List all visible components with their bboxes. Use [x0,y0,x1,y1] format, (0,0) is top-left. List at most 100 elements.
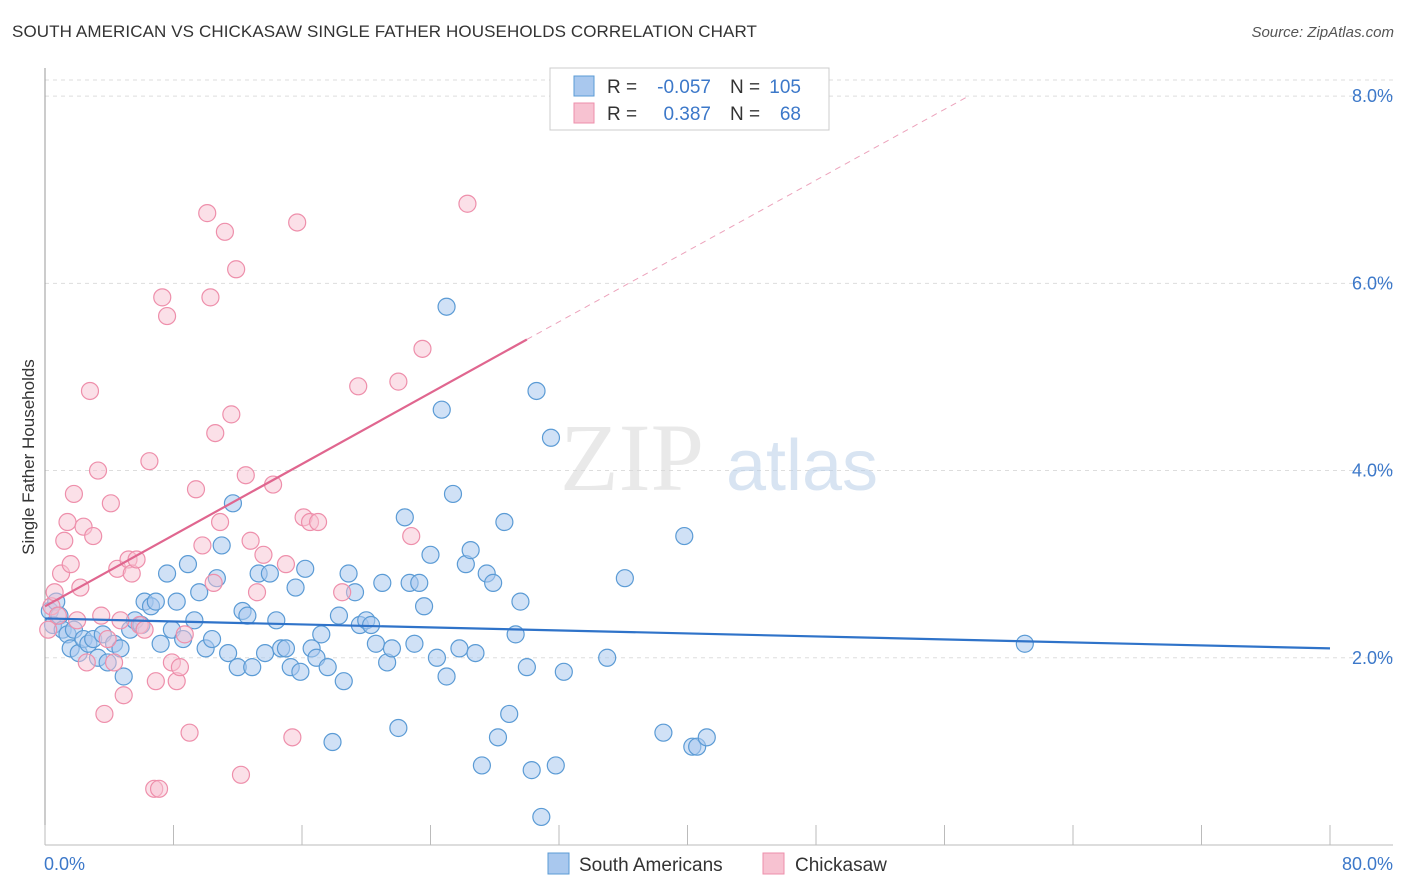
y-tick-labels: 2.0% 4.0% 6.0% 8.0% [1352,86,1393,668]
point-south-americans-90 [511,592,530,611]
point-south-americans-77 [437,667,456,686]
point-south-americans-106 [1015,634,1034,653]
gridlines [45,79,1393,659]
chart-title: SOUTH AMERICAN VS CHICKASAW SINGLE FATHE… [12,22,758,41]
point-chickasaw-46 [215,222,234,241]
point-chickasaw-40 [186,480,206,499]
point-south-americans-64 [366,634,385,653]
stats-n-value-blue: 105 [769,77,801,98]
point-south-americans-54 [312,625,331,644]
point-south-americans-93 [527,381,546,401]
trend-lines [44,95,1331,650]
point-south-americans-56 [323,732,342,752]
point-chickasaw-56 [283,728,302,747]
stats-r-label-pink: R = [607,104,637,125]
point-south-americans-27 [167,592,186,611]
point-south-americans-102 [675,526,694,546]
watermark-atlas: atlas [726,426,878,506]
point-chickasaw-34 [157,306,177,326]
y-tick-label-6: 6.0% [1352,273,1393,293]
point-south-americans-76 [432,400,451,419]
point-chickasaw-32 [149,779,169,798]
stats-swatch-pink [573,102,595,124]
point-chickasaw-48 [227,260,246,279]
stats-r-value-blue: -0.057 [657,77,711,98]
y-axis-label: Single Father Households [19,359,38,555]
point-chickasaw-15 [88,461,108,480]
point-south-americans-91 [517,658,536,677]
stats-n-label-blue: N = [730,77,760,98]
point-south-americans-55 [318,658,337,677]
legend-swatch-chickasaw [762,852,785,875]
point-south-americans-47 [276,639,296,658]
point-chickasaw-20 [104,653,124,672]
point-south-americans-79 [450,639,469,658]
point-south-americans-24 [151,634,170,653]
point-south-americans-73 [414,597,434,616]
point-south-americans-43 [255,643,275,663]
x-tick-label-max: 80.0% [1342,854,1393,874]
y-tick-label-8: 8.0% [1352,86,1393,106]
point-south-americans-71 [405,634,424,653]
legend-label-south-americans: South Americans [579,855,723,876]
point-chickasaw-13 [80,381,100,401]
point-chickasaw-41 [193,536,212,555]
point-south-americans-92 [522,761,541,780]
point-chickasaw-63 [389,372,408,391]
point-chickasaw-28 [135,620,154,639]
point-south-americans-95 [541,428,561,447]
point-south-americans-44 [260,564,279,583]
point-chickasaw-62 [349,377,368,396]
point-south-americans-75 [427,648,447,667]
point-south-americans-82 [466,643,485,663]
point-chickasaw-65 [413,339,432,358]
point-south-americans-17 [114,667,133,686]
point-south-americans-30 [185,611,204,630]
bottom-legend: South Americans Chickasaw [547,852,887,876]
point-chickasaw-64 [402,526,421,546]
point-chickasaw-42 [198,204,217,223]
point-chickasaw-12 [77,653,96,672]
point-chickasaw-16 [92,606,111,625]
point-south-americans-65 [373,573,392,592]
point-chickasaw-29 [140,452,159,471]
point-south-americans-94 [532,807,551,827]
point-south-americans-68 [389,718,408,738]
point-south-americans-41 [243,658,262,677]
stats-r-label-blue: R = [607,77,637,98]
point-chickasaw-53 [254,545,273,564]
legend-label-chickasaw: Chickasaw [795,855,887,876]
x-tick-marks [44,825,1331,845]
trend-line-chickasaw-extension [526,95,969,340]
point-south-americans-58 [334,672,353,691]
point-south-americans-88 [500,704,519,724]
point-chickasaw-8 [64,484,84,504]
point-chickasaw-55 [276,555,296,574]
point-south-americans-51 [296,559,315,578]
point-chickasaw-60 [308,512,328,532]
point-south-americans-31 [190,583,209,602]
stats-legend: R = -0.057 N = 105 R = 0.387 N = 68 [549,67,830,131]
point-chickasaw-38 [175,625,194,644]
point-chickasaw-14 [84,526,103,546]
y-tick-label-4: 4.0% [1352,461,1393,481]
point-south-americans-83 [472,756,491,775]
point-south-americans-87 [495,512,514,532]
series-south-americans [40,297,1034,827]
point-chickasaw-5 [55,531,74,550]
point-chickasaw-7 [61,555,80,574]
point-south-americans-97 [554,662,573,681]
point-south-americans-105 [697,728,716,747]
point-south-americans-29 [178,555,198,574]
stats-swatch-blue [573,75,595,97]
point-chickasaw-54 [263,475,283,494]
point-chickasaw-51 [241,531,260,550]
source-label: Source: ZipAtlas.com [1251,24,1394,41]
point-south-americans-35 [212,536,231,555]
point-south-americans-85 [484,573,503,592]
point-chickasaw-31 [146,672,165,691]
stats-n-label-pink: N = [730,104,760,125]
watermark-zip: ZIP [560,404,704,511]
point-chickasaw-19 [101,494,120,513]
